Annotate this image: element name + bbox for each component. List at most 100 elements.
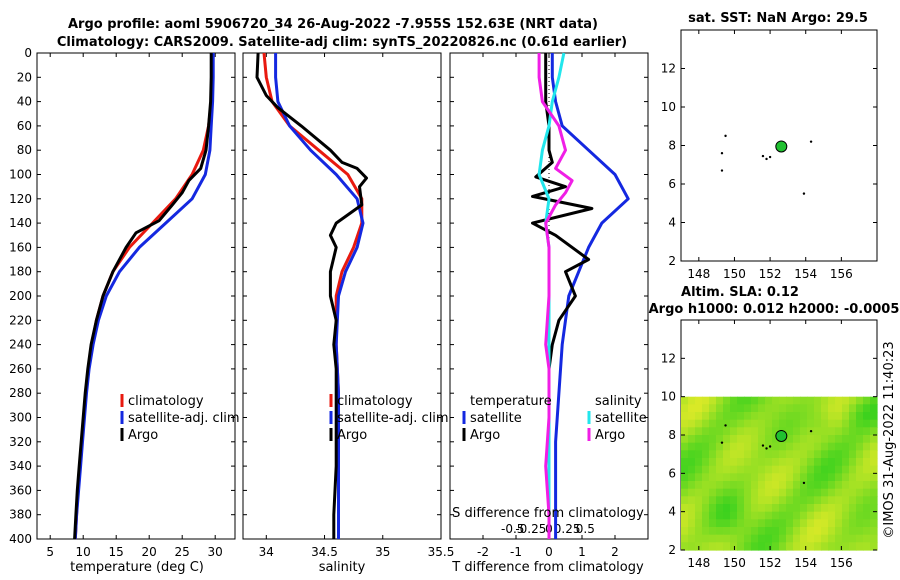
sla-cell bbox=[702, 481, 710, 490]
temperature-panel: 0 20 40 60 80 100 120 140 160 180 200 220 240 260 280 3… bbox=[9, 46, 236, 559]
sla-cell bbox=[702, 465, 710, 474]
sla-cell bbox=[772, 534, 780, 543]
sla-cell bbox=[744, 450, 752, 459]
x-tick-label: 156 bbox=[830, 556, 853, 570]
sla-cell bbox=[702, 473, 710, 482]
salinity-tick-label: 0.25 bbox=[554, 522, 581, 536]
sla-cell bbox=[758, 450, 766, 459]
series-line-argo bbox=[73, 53, 213, 540]
sla-cell bbox=[723, 481, 731, 490]
sla-cell bbox=[709, 450, 717, 459]
sla-cell bbox=[849, 396, 857, 405]
sla-cell bbox=[870, 450, 878, 459]
sla-cell bbox=[800, 465, 808, 474]
sla-cell bbox=[842, 427, 850, 436]
sla-cell bbox=[744, 404, 752, 413]
sla-cell bbox=[681, 419, 689, 428]
sla-cell bbox=[821, 481, 829, 490]
x-tick-label: 150 bbox=[723, 556, 746, 570]
sla-cell bbox=[835, 527, 843, 536]
sla-cell bbox=[821, 396, 829, 405]
sla-cell bbox=[870, 519, 878, 528]
sla-cell bbox=[814, 534, 822, 543]
sla-cell bbox=[772, 542, 780, 551]
sla-cell bbox=[835, 473, 843, 482]
sla-cell bbox=[793, 534, 801, 543]
sla-cell bbox=[772, 435, 780, 444]
sla-cell bbox=[702, 442, 710, 451]
sla-cell bbox=[807, 504, 815, 513]
sla-cell bbox=[695, 504, 703, 513]
sla-cell bbox=[835, 496, 843, 505]
argo-float-marker bbox=[775, 140, 788, 153]
sla-cell bbox=[709, 419, 717, 428]
sla-cell bbox=[702, 527, 710, 536]
figure-title-line2: Climatology: CARS2009. Satellite-adj cli… bbox=[57, 35, 627, 50]
sla-cell bbox=[695, 427, 703, 436]
sla-cell bbox=[786, 458, 794, 467]
sla-cell bbox=[688, 511, 696, 520]
sla-cell bbox=[688, 450, 696, 459]
sla-cell bbox=[730, 465, 738, 474]
x-tick-label: 148 bbox=[687, 267, 710, 281]
sla-cell bbox=[744, 465, 752, 474]
sla-cell bbox=[751, 412, 759, 421]
sla-cell bbox=[807, 473, 815, 482]
sla-cell bbox=[863, 412, 871, 421]
sla-cell bbox=[765, 396, 773, 405]
sla-cell bbox=[688, 412, 696, 421]
legend-argo: Argo bbox=[128, 428, 158, 443]
sla-cell bbox=[828, 496, 836, 505]
sla-cell bbox=[688, 534, 696, 543]
legend-sal-argo: Argo bbox=[595, 428, 625, 443]
sla-cell bbox=[688, 527, 696, 536]
sla-cell bbox=[730, 412, 738, 421]
sla-cell bbox=[835, 481, 843, 490]
sla-cell bbox=[716, 519, 724, 528]
sla-cell bbox=[737, 496, 745, 505]
y-tick-label: 200 bbox=[9, 289, 32, 303]
sla-cell bbox=[828, 519, 836, 528]
sla-cell bbox=[737, 458, 745, 467]
sla-cell bbox=[716, 527, 724, 536]
sla-cell bbox=[744, 458, 752, 467]
sla-cell bbox=[842, 496, 850, 505]
sla-cell bbox=[800, 396, 808, 405]
sla-cell bbox=[849, 435, 857, 444]
figure-title-line1: Argo profile: aoml 5906720_34 26-Aug-202… bbox=[68, 17, 598, 32]
salinity-tick-label: 0.5 bbox=[576, 522, 595, 536]
sla-cell bbox=[744, 527, 752, 536]
island-dot bbox=[768, 155, 772, 159]
sla-cell bbox=[702, 419, 710, 428]
sla-cell bbox=[695, 511, 703, 520]
sla-cell bbox=[828, 450, 836, 459]
sla-cell bbox=[716, 450, 724, 459]
sla-cell bbox=[814, 458, 822, 467]
sla-cell bbox=[870, 534, 878, 543]
sla-cell bbox=[828, 534, 836, 543]
sla-cell bbox=[723, 419, 731, 428]
sla-cell bbox=[849, 496, 857, 505]
sla-cell bbox=[702, 404, 710, 413]
sla-cell bbox=[863, 442, 871, 451]
sla-map-title-line2: Argo h1000: 0.012 h2000: -0.0005 bbox=[649, 302, 900, 317]
sla-cell bbox=[870, 511, 878, 520]
sla-cell bbox=[863, 419, 871, 428]
sla-cell bbox=[793, 511, 801, 520]
sla-cell bbox=[835, 427, 843, 436]
island-dot bbox=[720, 169, 724, 172]
sla-cell bbox=[828, 511, 836, 520]
sla-cell bbox=[751, 534, 759, 543]
sla-cell bbox=[681, 488, 689, 497]
sla-cell bbox=[758, 458, 766, 467]
sla-cell bbox=[800, 419, 808, 428]
sla-cell bbox=[765, 527, 773, 536]
sla-cell bbox=[870, 504, 878, 513]
sla-cell bbox=[779, 488, 787, 497]
sla-cell bbox=[723, 427, 731, 436]
sla-cell bbox=[793, 488, 801, 497]
sla-cell bbox=[688, 481, 696, 490]
sla-cell bbox=[737, 465, 745, 474]
sla-cell bbox=[786, 419, 794, 428]
sla-cell bbox=[842, 442, 850, 451]
